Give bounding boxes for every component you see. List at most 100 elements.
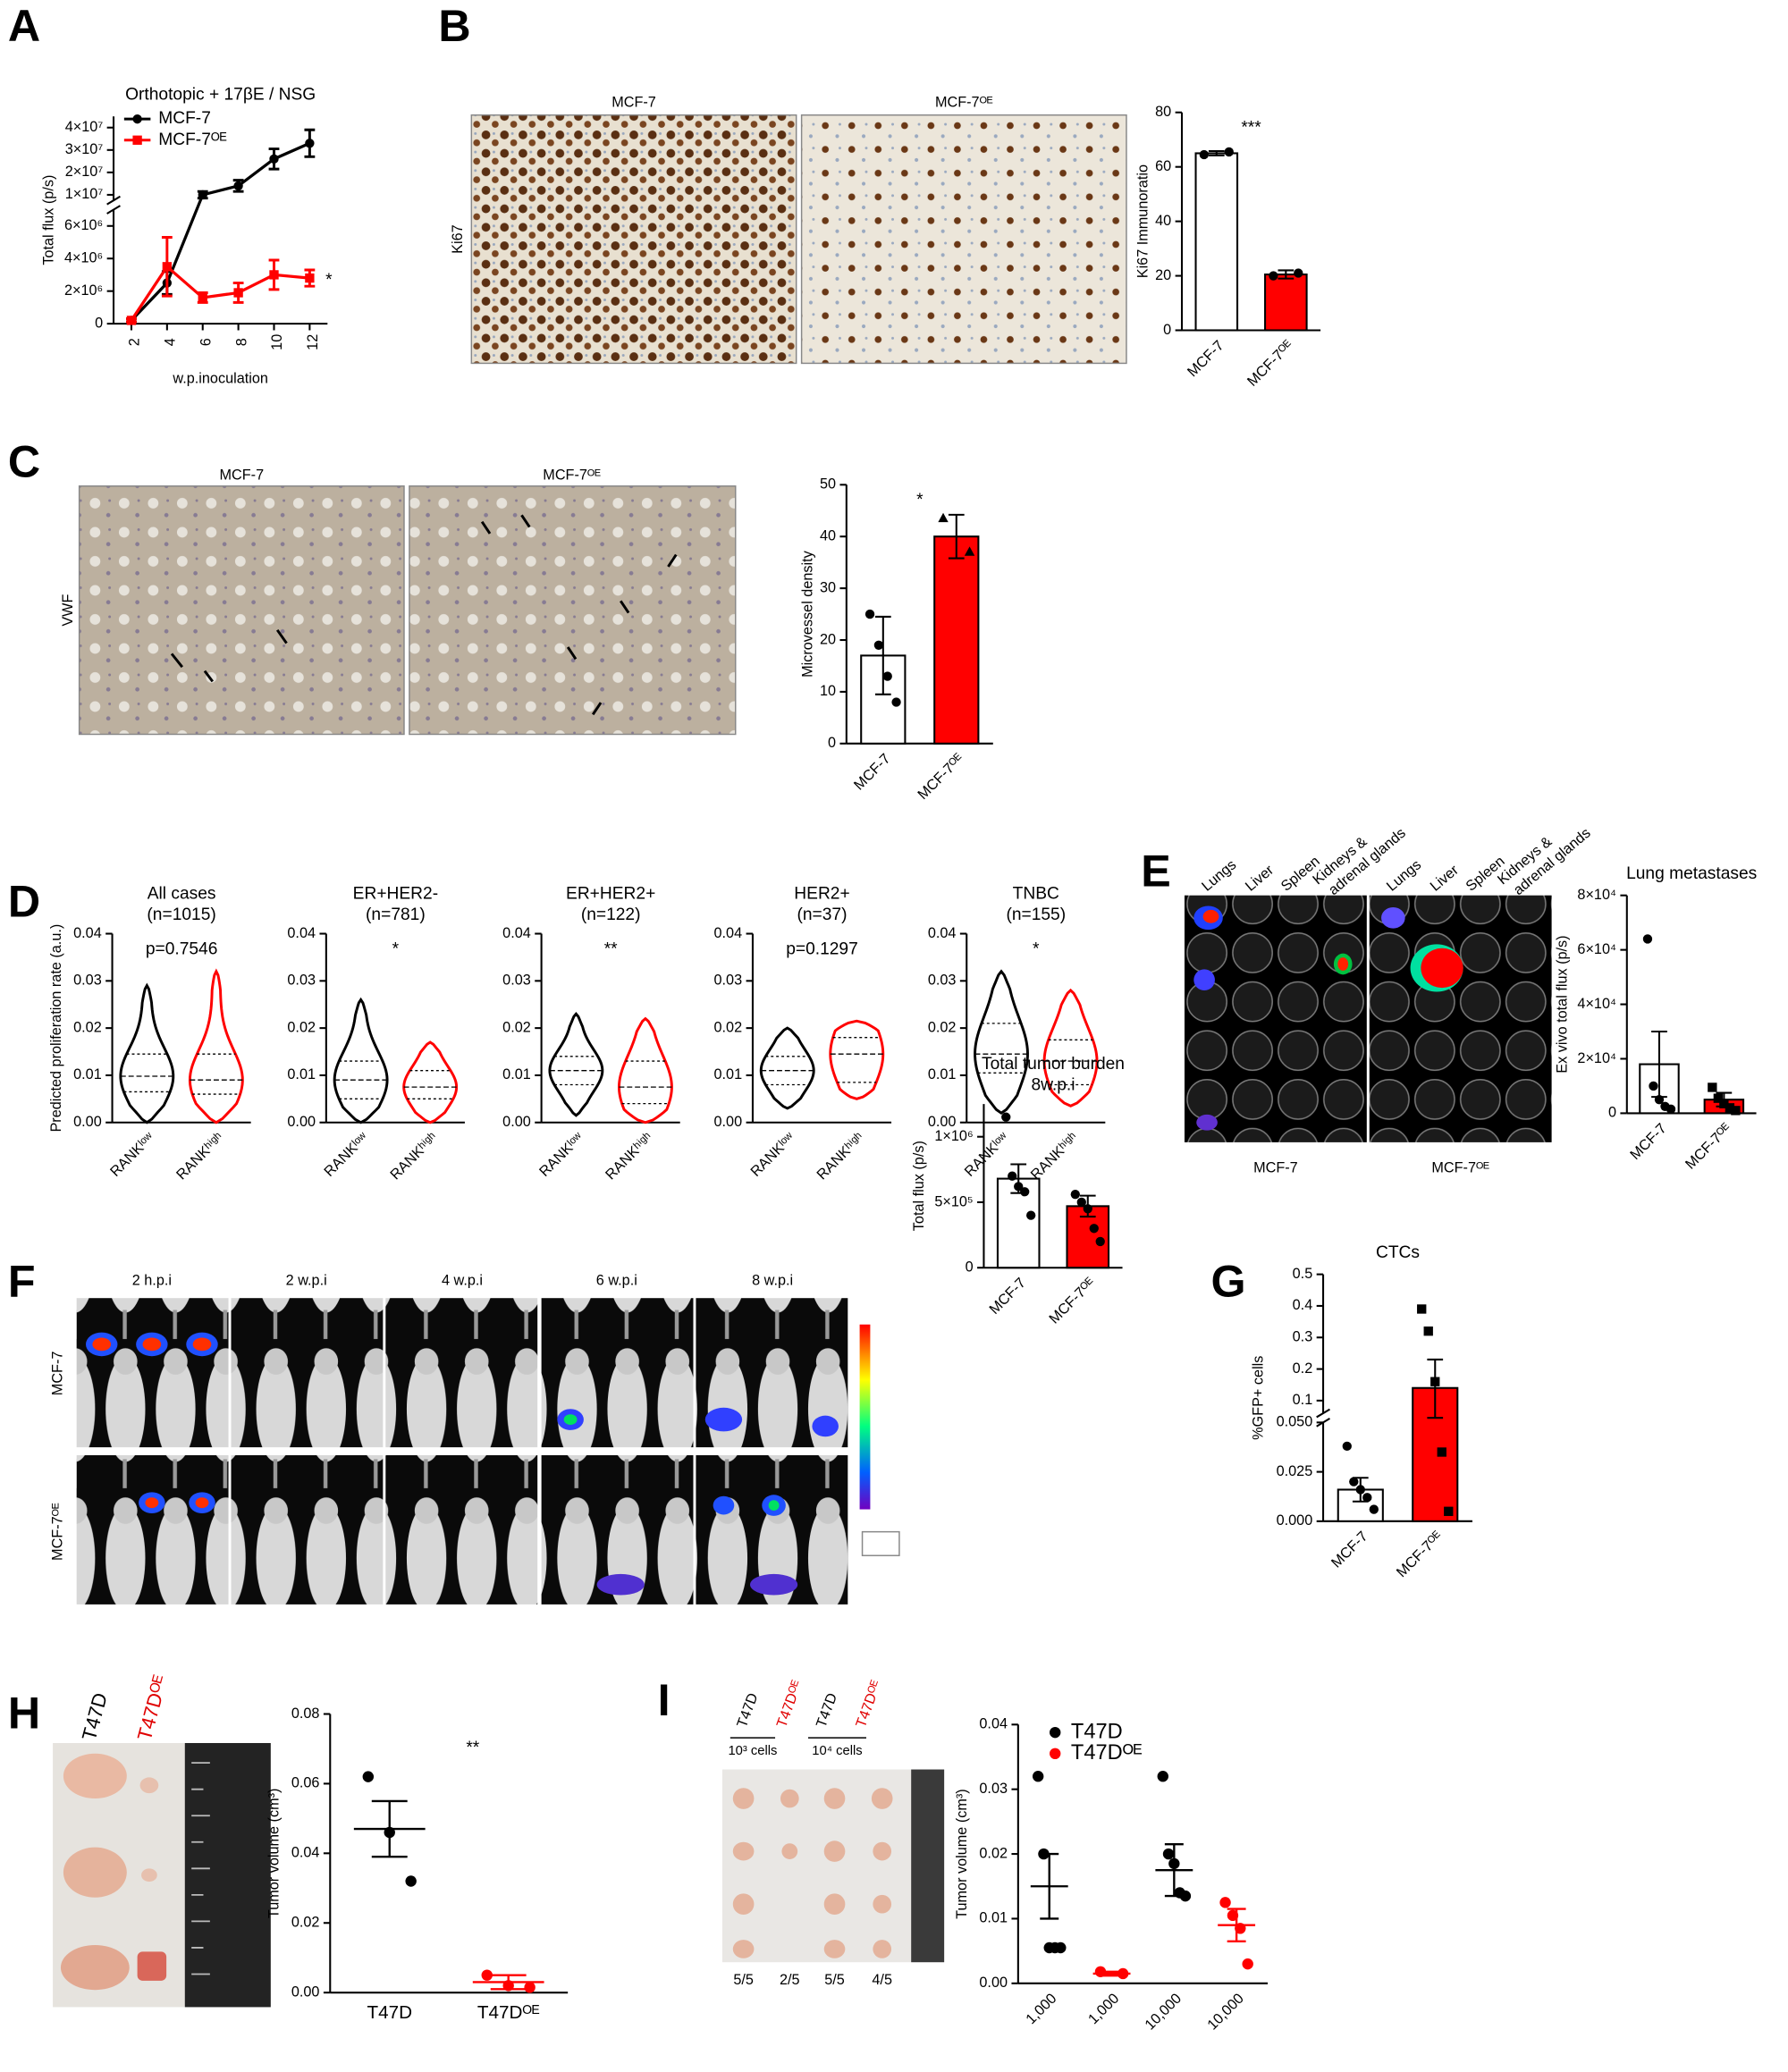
- mouse-photo: [76, 1454, 229, 1605]
- x-tick-label: T47Dᴼᴱ: [477, 2002, 540, 2023]
- annotation: **: [604, 939, 618, 958]
- legend-marker: [1050, 1748, 1061, 1760]
- y-tick-label: 0.02: [73, 1019, 102, 1035]
- legend-label: T47D: [1071, 1720, 1123, 1743]
- y-axis-label: Ki67 Immunoratio: [1134, 164, 1151, 278]
- y-tick-label: 0.02: [291, 1915, 320, 1931]
- y-tick-label: 0: [966, 1259, 974, 1276]
- y-tick-label: 2×10⁷: [65, 164, 104, 180]
- bar: [1066, 1205, 1110, 1269]
- legend-label: MCF-7: [158, 109, 211, 128]
- y-tick-label: 0.02: [502, 1019, 531, 1035]
- point: [405, 1875, 417, 1887]
- point: [1242, 1958, 1253, 1970]
- chart-title: Total tumor burden: [982, 1055, 1125, 1074]
- point: [362, 1771, 375, 1782]
- point: [1224, 147, 1234, 157]
- row-label: MCF-7: [49, 1352, 65, 1396]
- x-tick-label: RANKʰⁱᵍʰ: [603, 1130, 656, 1183]
- point: [269, 270, 279, 280]
- organ-label: Liver: [1427, 862, 1462, 895]
- y-tick-label: 0.02: [287, 1019, 316, 1035]
- photo-label: T47D: [734, 1691, 761, 1730]
- bar: [1194, 152, 1239, 332]
- point: [384, 1826, 395, 1839]
- point: [198, 190, 207, 200]
- x-tick-label: RANKˡᵒʷ: [321, 1130, 371, 1180]
- point: [1089, 1224, 1099, 1234]
- y-tick-label: 10: [820, 683, 836, 699]
- bli-signals: [86, 1332, 839, 1596]
- y-axis-label: Total flux (p/s): [911, 1141, 927, 1231]
- signal: [1196, 1114, 1218, 1131]
- y-tick-label: 8×10⁴: [1577, 887, 1616, 903]
- chart-subtitle: (n=155): [1006, 905, 1066, 924]
- y-tick-label: 0.025: [1277, 1463, 1313, 1479]
- x-tick-label: 12: [305, 334, 321, 350]
- point: [1032, 1771, 1044, 1782]
- ihc-photo: [470, 114, 797, 365]
- count-label: 5/5: [733, 1972, 754, 1988]
- panel-label: F: [8, 1257, 36, 1307]
- point: [1430, 1377, 1440, 1386]
- y-tick-label: 1×10⁷: [65, 186, 104, 202]
- x-tick-label: 2: [127, 338, 143, 346]
- bli-photo: [1184, 895, 1367, 1142]
- y-tick-label: 0.06: [291, 1775, 320, 1791]
- y-tick-label: 0.00: [287, 1114, 316, 1130]
- point: [1070, 1190, 1080, 1200]
- violin: [333, 997, 389, 1124]
- legend-marker: [132, 114, 142, 124]
- ihc-photo: [800, 114, 1127, 365]
- y-tick-label: 0.02: [928, 1019, 957, 1035]
- point: [1666, 1104, 1676, 1115]
- point: [1649, 1081, 1658, 1091]
- y-tick-label: 1×10⁶: [934, 1128, 973, 1144]
- y-tick-label: 0.03: [979, 1781, 1008, 1797]
- x-tick-label: 10,000: [1142, 1991, 1185, 2034]
- photo-label: MCF-7: [611, 95, 656, 111]
- signal: [1202, 909, 1219, 923]
- annotation: **: [466, 1739, 479, 1757]
- photo-label: T47D: [814, 1691, 840, 1730]
- violin: [1042, 988, 1099, 1108]
- y-tick-label: 0.01: [979, 1910, 1008, 1926]
- y-tick-label: 0.01: [502, 1066, 531, 1082]
- annotation: *: [325, 271, 333, 290]
- chart-subtitle: (n=1015): [147, 905, 215, 924]
- y-tick-label: 4×10⁴: [1577, 996, 1616, 1012]
- point: [481, 1969, 493, 1981]
- point: [1417, 1304, 1427, 1314]
- y-tick-label: 0.04: [979, 1716, 1008, 1732]
- tumors: [732, 1788, 893, 1958]
- y-tick-label: 0.03: [928, 973, 957, 989]
- point: [1001, 1112, 1011, 1122]
- y-tick-label: 0.03: [73, 973, 102, 989]
- y-tick-label: 20: [1155, 267, 1171, 283]
- ruler-ticks: [191, 1762, 210, 1975]
- y-tick-label: 0.04: [291, 1845, 320, 1861]
- chart-title: HER2+: [794, 884, 849, 903]
- signal: [1381, 906, 1405, 929]
- chart-subtitle: (n=781): [366, 905, 426, 924]
- violin: [618, 1016, 673, 1124]
- y-tick-label: 0.01: [928, 1066, 957, 1082]
- annotation: *: [916, 491, 924, 510]
- y-axis-label: Ex vivo total flux (p/s): [1554, 935, 1570, 1073]
- x-tick-label: 1,000: [1085, 1991, 1122, 2027]
- point: [1713, 1093, 1724, 1103]
- x-tick-label: MCF-7: [1185, 337, 1227, 380]
- point: [1362, 1493, 1372, 1503]
- chart-subtitle: (n=37): [797, 905, 847, 924]
- x-tick-label: 1,000: [1023, 1991, 1059, 2027]
- organ-label: Lungs: [1199, 856, 1239, 894]
- x-tick-label: RANKʰⁱᵍʰ: [387, 1130, 441, 1183]
- photo-label: VWF: [60, 594, 76, 627]
- y-tick-label: 0.1: [1293, 1392, 1313, 1408]
- bar: [933, 535, 980, 745]
- count-label: 5/5: [824, 1972, 845, 1988]
- arrows: [170, 514, 678, 716]
- row-label: MCF-7ᴼᴱ: [49, 1503, 65, 1561]
- y-tick-label: 2×10⁶: [64, 282, 103, 299]
- legend-label: T47Dᴼᴱ: [1071, 1741, 1143, 1765]
